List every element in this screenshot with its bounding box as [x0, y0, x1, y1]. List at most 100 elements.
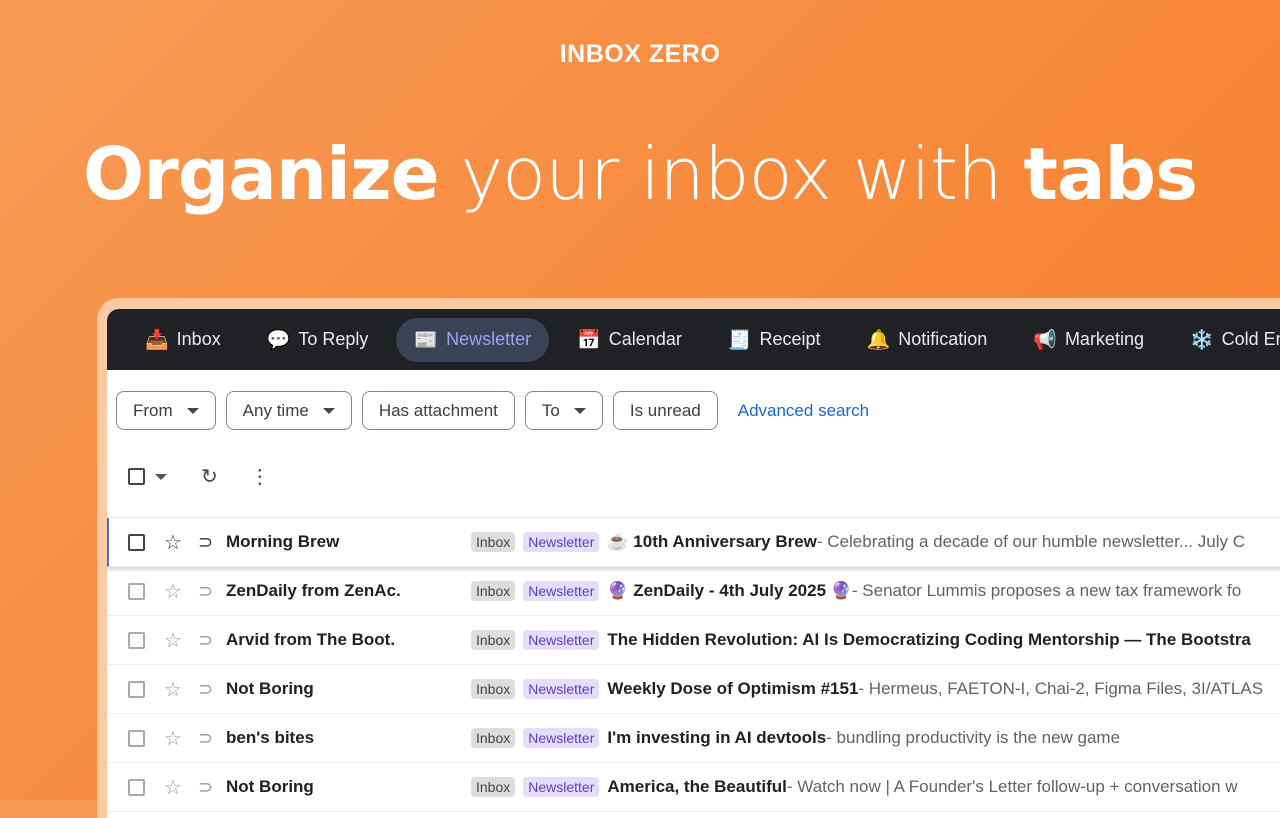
star-icon[interactable]: ☆: [164, 776, 182, 799]
to-label: To: [541, 400, 560, 420]
email-subject: I'm investing in AI devtools: [607, 728, 827, 747]
email-list: ☆ ⊃ Morning Brew Inbox Newsletter ☕ 10th…: [107, 517, 1280, 812]
headline: Organize your inbox with tabs: [0, 132, 1280, 216]
email-row[interactable]: ☆ ⊃ ZenDaily from ZenAc. Inbox Newslette…: [107, 567, 1280, 616]
brand-logo: INBOX ZERO: [559, 40, 721, 68]
email-row[interactable]: ☆ ⊃ Arvid from The Boot. Inbox Newslette…: [107, 616, 1280, 665]
important-marker-icon[interactable]: ⊃: [198, 531, 214, 552]
tab-icon: 📢: [1033, 329, 1057, 351]
tab-notification[interactable]: 🔔 Notification: [849, 318, 1006, 362]
tab-calendar[interactable]: 📅 Calendar: [559, 318, 700, 362]
label-inbox[interactable]: Inbox: [471, 679, 516, 699]
star-icon[interactable]: ☆: [164, 580, 182, 603]
app-frame: 📥 Inbox 💬 To Reply 📰 Newsletter 📅 Calendar 🧾 Rece…: [97, 298, 1280, 818]
is-unread-filter[interactable]: Is unread: [612, 391, 718, 430]
to-filter[interactable]: To: [524, 391, 603, 430]
email-sender: Morning Brew: [226, 532, 340, 551]
filter-bar: From Any time Has attachment To Is unrea…: [107, 370, 1280, 430]
tab-label: To Reply: [298, 329, 369, 349]
tab-label: Marketing: [1064, 329, 1144, 349]
select-dropdown-icon[interactable]: [155, 473, 167, 480]
tab-cold-email[interactable]: ❄️ Cold Email: [1172, 318, 1280, 362]
tab-receipt[interactable]: 🧾 Receipt: [710, 318, 839, 362]
row-checkbox[interactable]: [128, 533, 145, 551]
email-sender: Not Boring: [226, 679, 314, 698]
headline-bold-1: Organize: [83, 132, 440, 216]
tab-icon: 💬: [266, 329, 291, 351]
tab-icon: 🧾: [727, 329, 752, 351]
label-newsletter[interactable]: Newsletter: [523, 581, 600, 601]
star-icon[interactable]: ☆: [164, 531, 182, 554]
email-snippet: - bundling productivity is the new game: [826, 728, 1121, 747]
label-newsletter[interactable]: Newsletter: [523, 679, 600, 699]
tab-marketing[interactable]: 📢 Marketing: [1015, 318, 1162, 362]
label-newsletter[interactable]: Newsletter: [523, 532, 600, 552]
from-label: From: [133, 400, 173, 420]
tab-label: Receipt: [759, 329, 821, 349]
tab-icon: 📥: [145, 329, 169, 351]
email-subject: Weekly Dose of Optimism #151: [607, 679, 859, 698]
more-options-icon[interactable]: ⋮: [249, 466, 270, 488]
label-inbox[interactable]: Inbox: [471, 777, 516, 797]
email-subject: The Hidden Revolution: AI Is Democratizi…: [607, 630, 1251, 649]
headline-middle: your inbox with: [438, 132, 1024, 216]
row-checkbox[interactable]: [128, 582, 145, 600]
email-row[interactable]: ☆ ⊃ Not Boring Inbox Newsletter Weekly D…: [107, 665, 1280, 714]
tab-bar: 📥 Inbox 💬 To Reply 📰 Newsletter 📅 Calendar 🧾 Rece…: [107, 309, 1280, 370]
email-snippet: - Watch now | A Founder's Letter follow-…: [786, 777, 1238, 796]
label-inbox[interactable]: Inbox: [471, 630, 516, 650]
email-row[interactable]: ☆ ⊃ ben's bites Inbox Newsletter I'm inv…: [107, 714, 1280, 763]
star-icon[interactable]: ☆: [164, 678, 182, 701]
any-time-filter[interactable]: Any time: [225, 391, 352, 430]
label-newsletter[interactable]: Newsletter: [523, 630, 600, 650]
star-icon[interactable]: ☆: [164, 629, 182, 652]
refresh-icon[interactable]: ↻: [201, 466, 218, 488]
label-inbox[interactable]: Inbox: [471, 581, 516, 601]
star-icon[interactable]: ☆: [164, 727, 182, 750]
label-newsletter[interactable]: Newsletter: [523, 728, 600, 748]
tab-inbox[interactable]: 📥 Inbox: [127, 318, 239, 362]
email-subject: 🔮 ZenDaily - 4th July 2025 🔮: [607, 581, 852, 600]
email-snippet: - Senator Lummis proposes a new tax fram…: [851, 581, 1242, 600]
email-sender: ben's bites: [226, 728, 315, 747]
headline-bold-2: tabs: [1023, 132, 1198, 216]
tab-newsletter[interactable]: 📰 Newsletter: [396, 317, 550, 362]
row-checkbox[interactable]: [128, 729, 145, 747]
important-marker-icon[interactable]: ⊃: [198, 776, 214, 797]
is-unread-label: Is unread: [629, 400, 701, 420]
email-subject: America, the Beautiful: [607, 777, 787, 796]
tab-icon: 📅: [577, 329, 601, 351]
important-marker-icon[interactable]: ⊃: [198, 678, 214, 699]
select-all-checkbox[interactable]: [128, 468, 145, 485]
email-snippet: - Hermeus, FAETON-I, Chai-2, Figma Files…: [858, 679, 1264, 698]
row-checkbox[interactable]: [128, 680, 145, 698]
any-time-label: Any time: [242, 400, 309, 420]
label-inbox[interactable]: Inbox: [471, 728, 516, 748]
label-inbox[interactable]: Inbox: [471, 532, 516, 552]
important-marker-icon[interactable]: ⊃: [198, 629, 214, 650]
tab-icon: 🔔: [866, 329, 891, 351]
important-marker-icon[interactable]: ⊃: [198, 727, 214, 748]
label-newsletter[interactable]: Newsletter: [523, 777, 600, 797]
advanced-search-link[interactable]: Advanced search: [737, 400, 870, 420]
important-marker-icon[interactable]: ⊃: [198, 580, 214, 601]
caret-down-icon: [322, 407, 335, 414]
email-row[interactable]: ☆ ⊃ Morning Brew Inbox Newsletter ☕ 10th…: [107, 518, 1280, 567]
email-sender: Not Boring: [226, 777, 314, 796]
email-row[interactable]: ☆ ⊃ Not Boring Inbox Newsletter America,…: [107, 763, 1280, 812]
has-attachment-label: Has attachment: [378, 400, 498, 420]
caret-down-icon: [186, 407, 199, 414]
tab-label: Newsletter: [446, 329, 532, 349]
tab-label: Inbox: [176, 329, 221, 349]
email-snippet: - Celebrating a decade of our humble new…: [816, 532, 1245, 551]
mail-app: 📥 Inbox 💬 To Reply 📰 Newsletter 📅 Calendar 🧾 Rece…: [107, 309, 1280, 818]
email-sender: ZenDaily from ZenAc.: [226, 581, 401, 600]
has-attachment-filter[interactable]: Has attachment: [361, 391, 515, 430]
tab-label: Cold Email: [1221, 329, 1280, 349]
tab-icon: ❄️: [1189, 329, 1214, 351]
caret-down-icon: [573, 407, 586, 414]
row-checkbox[interactable]: [128, 778, 145, 796]
from-filter[interactable]: From: [116, 391, 216, 430]
row-checkbox[interactable]: [128, 631, 145, 649]
tab-to-reply[interactable]: 💬 To Reply: [249, 318, 387, 362]
